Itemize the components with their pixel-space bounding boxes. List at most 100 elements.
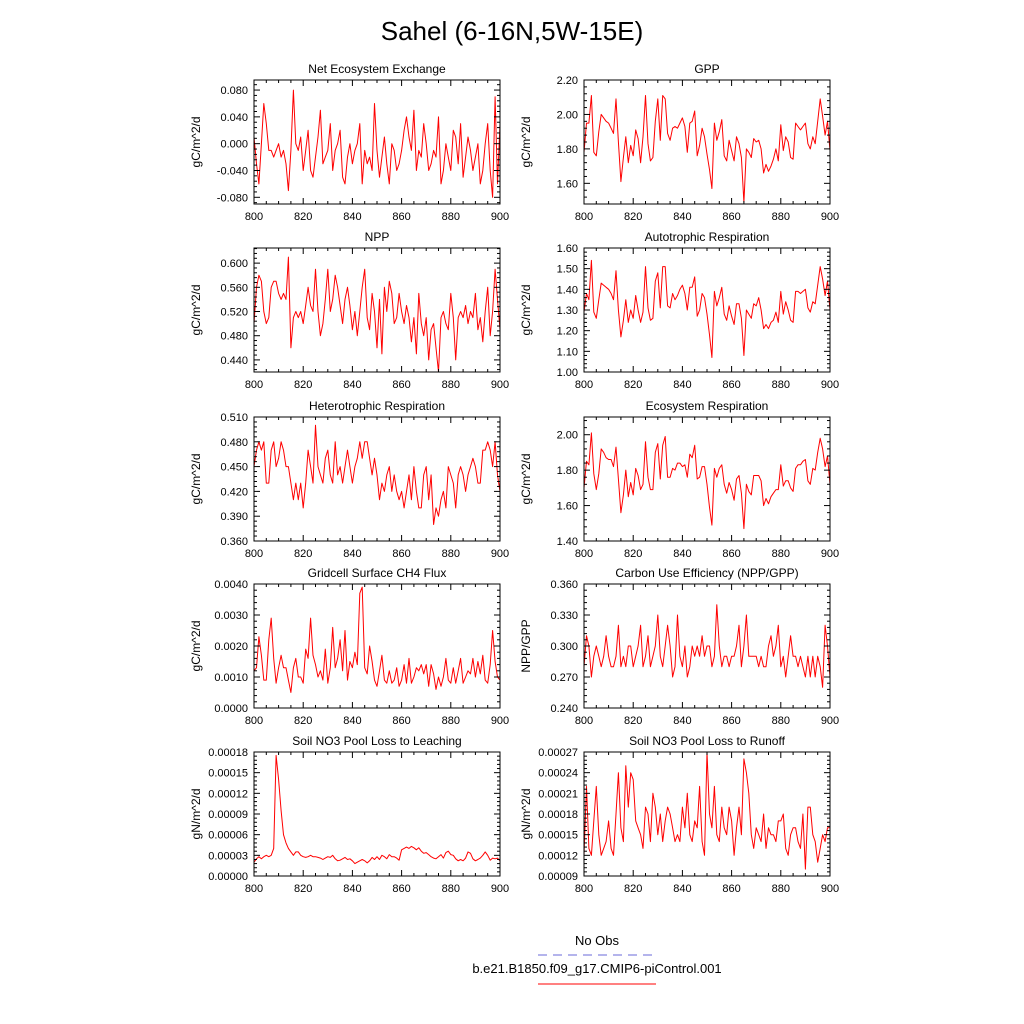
series-line [583,604,831,688]
x-tick-label: 800 [245,883,263,895]
y-tick-label: 0.00000 [208,871,248,883]
y-tick-label: 0.00018 [538,809,578,821]
x-tick-label: 900 [821,548,839,560]
y-tick-label: -0.040 [217,165,248,177]
y-tick-label: 0.480 [220,331,248,343]
panel-2: GPP gC/m^2/d 800 820 840 860 880 900 1.60 1.80 2.0… [519,62,839,223]
y-tick-label: 0.00015 [538,830,578,842]
plot-frame [253,247,501,373]
y-tick-label: 0.360 [220,536,248,548]
x-tick-label: 880 [442,883,460,895]
y-tick-label: 2.20 [557,75,578,87]
y-tick-label: 1.40 [557,284,578,296]
y-axis-label: gC/m^2/d [189,285,203,336]
series-line [253,424,501,525]
y-tick-label: 0.00027 [538,747,578,759]
y-tick-label: 0.040 [220,112,248,124]
plot-frame [583,247,831,373]
panels-grid: Net Ecosystem Exchange gC/m^2/d 800 820 840 8… [189,62,839,895]
x-tick-label: 840 [343,379,361,391]
y-tick-label: 0.0030 [214,610,248,622]
y-tick-label: 0.080 [220,85,248,97]
y-tick-label: 2.00 [557,430,578,442]
series-line [253,586,501,693]
y-tick-label: 0.00009 [208,809,248,821]
y-tick-label: 1.60 [557,501,578,513]
y-tick-label: 0.240 [550,703,578,715]
panel-title: Net Ecosystem Exchange [308,62,446,76]
x-tick-label: 840 [343,883,361,895]
panel-title: Heterotrophic Respiration [309,399,445,413]
panel-5: Heterotrophic Respiration gC/m^2/d 800 820 8… [189,399,509,560]
y-axis-label: gC/m^2/d [189,621,203,672]
series-line [253,754,501,865]
x-tick-label: 900 [491,715,509,727]
y-tick-label: 0.440 [220,355,248,367]
x-tick-label: 800 [245,548,263,560]
y-tick-label: 0.560 [220,282,248,294]
series-line [583,432,831,530]
x-tick-label: 880 [442,548,460,560]
y-tick-label: 0.330 [550,610,578,622]
y-tick-label: 0.480 [220,437,248,449]
x-tick-label: 900 [491,883,509,895]
x-tick-label: 840 [673,883,691,895]
y-tick-label: 0.0000 [214,703,248,715]
panel-title: GPP [694,62,719,76]
y-tick-label: 1.60 [557,243,578,255]
y-axis-label: gN/m^2/d [189,789,203,840]
x-tick-label: 800 [575,715,593,727]
y-tick-label: 0.360 [550,579,578,591]
y-tick-label: 0.0010 [214,672,248,684]
x-tick-label: 840 [343,548,361,560]
y-tick-label: 0.450 [220,462,248,474]
x-tick-label: 880 [772,211,790,223]
x-tick-label: 800 [575,883,593,895]
x-tick-label: 900 [821,211,839,223]
x-tick-label: 880 [442,211,460,223]
x-tick-label: 820 [624,883,642,895]
x-tick-label: 860 [392,883,410,895]
x-tick-label: 840 [343,715,361,727]
x-tick-label: 900 [491,548,509,560]
y-axis-label: gC/m^2/d [519,117,533,168]
x-tick-label: 820 [294,211,312,223]
x-tick-label: 880 [772,883,790,895]
x-tick-label: 800 [575,211,593,223]
x-tick-label: 860 [392,548,410,560]
x-tick-label: 900 [821,715,839,727]
y-tick-label: 0.00015 [208,768,248,780]
x-tick-label: 840 [673,548,691,560]
panel-3: NPP gC/m^2/d 800 820 840 860 880 900 0.440 0.480 0… [189,230,509,391]
y-tick-label: 0.600 [220,258,248,270]
x-tick-label: 840 [673,379,691,391]
x-tick-label: 800 [575,548,593,560]
panel-title: NPP [365,230,390,244]
panel-1: Net Ecosystem Exchange gC/m^2/d 800 820 840 8… [189,62,509,223]
x-tick-label: 880 [772,548,790,560]
x-tick-label: 820 [624,211,642,223]
y-tick-label: 1.00 [557,367,578,379]
panel-title: Gridcell Surface CH4 Flux [308,566,447,580]
x-tick-label: 820 [624,548,642,560]
y-tick-label: 0.00012 [208,788,248,800]
x-tick-label: 800 [245,715,263,727]
y-tick-label: 0.00003 [208,850,248,862]
panel-7: Gridcell Surface CH4 Flux gC/m^2/d 800 820 8… [189,566,509,727]
x-tick-label: 860 [722,211,740,223]
y-tick-label: 1.60 [557,178,578,190]
x-tick-label: 880 [442,379,460,391]
series-line [253,256,501,373]
series-line [583,259,831,358]
y-tick-label: 0.0040 [214,579,248,591]
y-tick-label: 0.00018 [208,747,248,759]
x-tick-label: 820 [294,883,312,895]
x-tick-label: 900 [821,883,839,895]
y-tick-label: 0.000 [220,139,248,151]
x-tick-label: 900 [491,379,509,391]
y-tick-label: 1.80 [557,144,578,156]
y-tick-label: 1.20 [557,326,578,338]
y-tick-label: 0.420 [220,486,248,498]
y-tick-label: 1.30 [557,305,578,317]
